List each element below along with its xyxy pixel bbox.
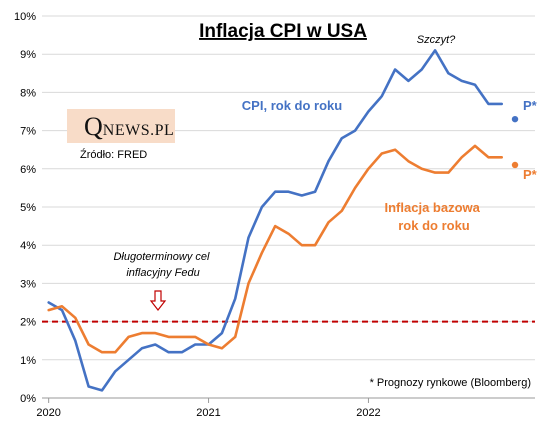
logo: QNEWS.PL (84, 112, 174, 142)
core-forecast-label: P* (523, 167, 538, 182)
y-tick-label: 8% (20, 87, 36, 99)
cpi-forecast-point (511, 115, 519, 123)
source-label: Źródło: FRED (80, 149, 148, 161)
x-tick-label: 2022 (356, 407, 380, 419)
x-tick-label: 2020 (36, 407, 60, 419)
cpi-series-label-line: CPI, rok do roku (242, 98, 342, 113)
logo-rest: NEWS.PL (102, 122, 175, 139)
y-tick-label: 7% (20, 126, 36, 138)
peak-annotation: Szczyt? (417, 34, 456, 46)
cpi-series-label: CPI, rok do roku (242, 98, 342, 113)
down-arrow-icon (149, 290, 167, 311)
y-tick-label: 6% (20, 164, 36, 176)
y-tick-label: 10% (14, 11, 36, 23)
cpi-series-line (47, 49, 504, 392)
target-annotation: Długoterminowy cel inflacyjny Fedu (113, 251, 212, 279)
logo-background (67, 109, 175, 143)
cpi-forecast-label: P* (523, 98, 538, 113)
core-series-line (47, 144, 504, 354)
y-tick-label: 0% (20, 393, 36, 405)
y-tick-label: 1% (20, 355, 36, 367)
series (47, 49, 504, 392)
core-forecast-point (511, 161, 519, 169)
footnote: * Prognozy rynkowe (Bloomberg) (370, 377, 531, 389)
y-tick-label: 9% (20, 49, 36, 61)
logo-q: Q (84, 112, 103, 141)
x-axis-ticks: 2020 2021 2022 (36, 398, 381, 419)
y-axis-ticks: 0% 1% 2% 3% 4% 5% 6% 7% 8% 9% 10% (14, 11, 36, 405)
y-tick-label: 3% (20, 278, 36, 290)
y-tick-label: 4% (20, 240, 36, 252)
target-annotation-line: inflacyjny Fedu (126, 267, 199, 279)
y-tick-label: 2% (20, 317, 36, 329)
core-series-label-line: rok do roku (398, 218, 470, 233)
x-tick-label: 2021 (196, 407, 220, 419)
forecasts: P* P* (511, 98, 538, 182)
chart-title: Inflacja CPI w USA (199, 21, 367, 42)
grid (42, 15, 535, 361)
target-annotation-line: Długoterminowy cel (113, 251, 210, 263)
y-tick-label: 5% (20, 202, 36, 214)
core-series-label: Inflacja bazowa rok do roku (385, 200, 484, 233)
core-series-label-line: Inflacja bazowa (385, 200, 481, 215)
